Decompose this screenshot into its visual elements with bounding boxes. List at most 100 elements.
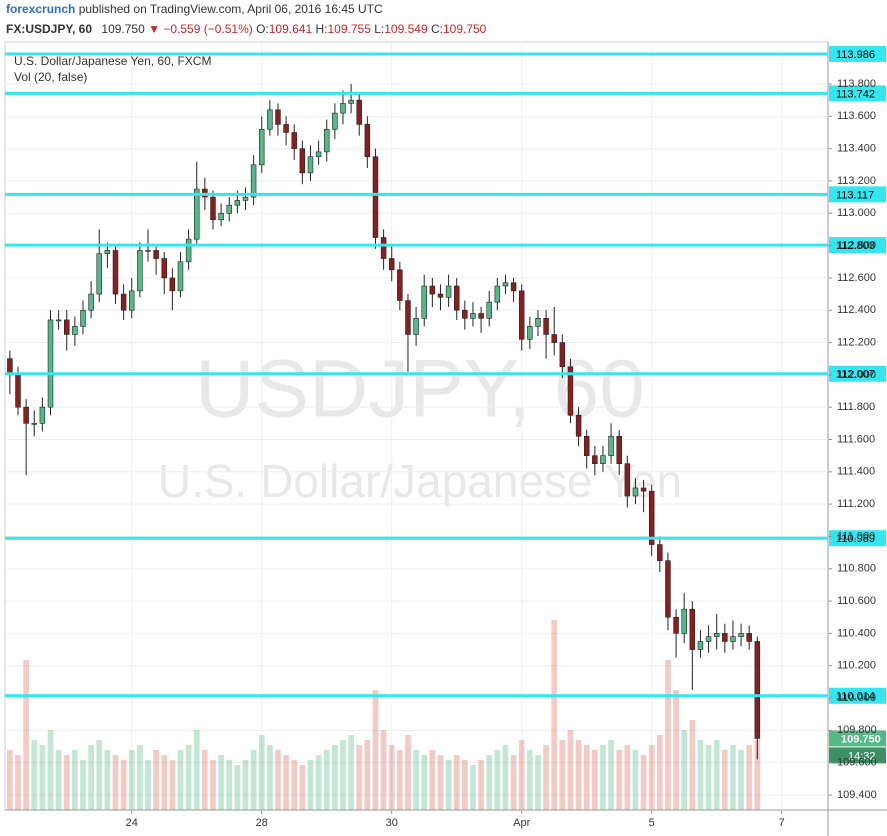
x-tick-label: 30 — [386, 817, 398, 829]
volume-bar — [267, 745, 273, 810]
candle-body — [72, 326, 78, 335]
candle-body — [608, 435, 614, 456]
y-tick-label: 112.000 — [837, 369, 876, 381]
candle-body — [47, 319, 54, 408]
volume-bar — [88, 745, 94, 810]
candle-body — [518, 290, 525, 340]
volume-bar — [250, 750, 257, 810]
candle-body — [559, 342, 566, 368]
candle-body — [689, 608, 696, 650]
candle-body — [242, 196, 249, 201]
l-value: 109.549 — [384, 22, 428, 36]
candle-body — [738, 633, 744, 637]
last-price-badge — [829, 730, 886, 747]
volume-bar — [104, 750, 111, 810]
volume-bar — [226, 760, 233, 810]
volume-bar — [567, 730, 574, 810]
candle-body — [494, 285, 501, 303]
level-badge — [829, 45, 886, 62]
volume-bar — [591, 750, 598, 810]
candle-body — [583, 435, 590, 456]
candle-body — [112, 250, 119, 295]
volume-bar — [120, 760, 127, 810]
volume-bar — [413, 750, 419, 810]
volume-bar — [242, 760, 249, 810]
level-label: 110.014 — [836, 691, 875, 703]
volume-bar — [80, 760, 86, 810]
candle-body — [39, 406, 46, 424]
candle-body — [575, 414, 582, 437]
candle-body — [177, 261, 184, 292]
candle-body — [218, 212, 224, 221]
volume-bar — [323, 750, 330, 810]
candle-body — [137, 250, 143, 292]
candle-body — [340, 103, 346, 114]
candle-body — [567, 366, 574, 416]
volume-bar — [730, 745, 736, 810]
y-tick-label: 112.400 — [837, 304, 876, 316]
countdown-badge — [829, 747, 886, 764]
y-tick-label: 112.600 — [837, 272, 876, 284]
candle-body — [632, 487, 639, 497]
y-tick-label: 113.600 — [837, 110, 876, 122]
volume-bar — [486, 755, 493, 810]
y-tick-label: 111.800 — [837, 401, 875, 413]
x-tick-label: 7 — [779, 817, 785, 829]
volume-bar — [575, 740, 582, 810]
last: 109.750 — [101, 22, 145, 36]
y-tick-label: 111.000 — [837, 530, 875, 542]
candle-body — [657, 544, 663, 561]
candle-body — [421, 285, 427, 319]
candle-body — [372, 156, 379, 238]
candle-body — [697, 641, 704, 650]
l-label: L: — [374, 22, 384, 36]
x-tick-label: 28 — [256, 817, 268, 829]
candle-body — [592, 455, 598, 465]
candle-body — [380, 237, 387, 259]
candle-body — [323, 128, 330, 153]
candle-body — [462, 309, 468, 319]
candle-body — [713, 633, 720, 637]
volume-bar — [397, 750, 403, 810]
level-badge — [829, 85, 886, 102]
candle-body — [88, 293, 94, 311]
volume-bar — [202, 750, 208, 810]
volume-bar — [218, 755, 224, 810]
h-label: H: — [315, 22, 327, 36]
o-value: 109.641 — [269, 22, 313, 36]
volume-bar — [470, 765, 476, 810]
volume-bar — [535, 755, 541, 810]
candle-body — [169, 277, 176, 292]
volume-bar — [234, 765, 241, 810]
y-tick-label: 111.400 — [837, 466, 875, 478]
candle-body — [600, 455, 606, 465]
candle-body — [673, 616, 679, 634]
level-label: 112.007 — [836, 369, 875, 381]
volume-bar — [283, 755, 289, 810]
candle-body — [64, 319, 70, 335]
volume-bar — [356, 745, 363, 810]
candle-body — [640, 487, 647, 492]
countdown: 14:32 — [848, 750, 876, 762]
y-tick-label: 113.800 — [837, 78, 876, 90]
candle-body — [31, 423, 37, 425]
y-tick-label: 110.400 — [837, 627, 876, 639]
volume-bar — [47, 730, 54, 810]
volume-bar — [600, 745, 606, 810]
volume-bar — [72, 750, 78, 810]
published: published on TradingView.com, April 06, … — [79, 2, 383, 16]
volume-bar — [689, 720, 696, 810]
candle-body — [445, 285, 452, 298]
candle-body — [185, 238, 192, 263]
candle-body — [486, 301, 492, 319]
volume-bar — [754, 740, 761, 810]
volume-bar — [640, 755, 647, 810]
volume-bar — [332, 745, 338, 810]
symbol-line: FX:USDJPY, 60 109.750 ▼ −0.559 (−0.51%) … — [6, 22, 487, 36]
candle-body — [478, 313, 484, 319]
y-tick-label: 112.800 — [837, 239, 876, 251]
volume-bar — [673, 690, 679, 810]
candle-body — [356, 99, 362, 125]
volume-bar — [632, 750, 639, 810]
candle-body — [15, 374, 21, 408]
